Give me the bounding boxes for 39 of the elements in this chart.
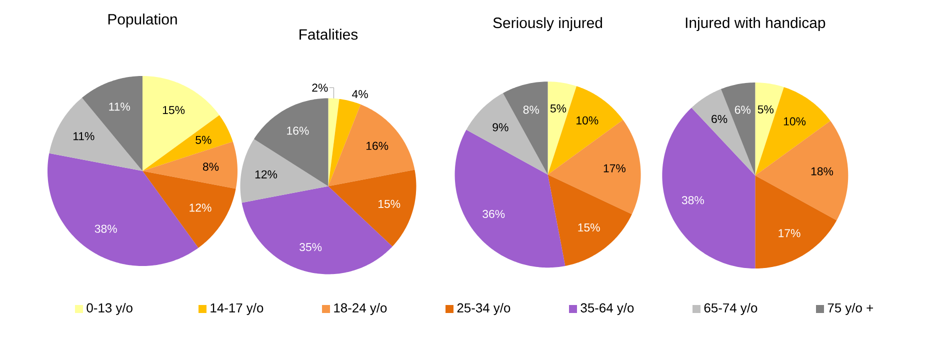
chart-title: Injured with handicap (686, 17, 826, 32)
legend-label: 0-13 y/o (86, 302, 132, 316)
data-label: 2% (312, 84, 328, 92)
data-label: 35% (300, 243, 322, 252)
chart-title: Population (108, 14, 177, 28)
data-label: 8% (202, 162, 219, 171)
data-label: 10% (576, 116, 598, 124)
data-label: 38% (682, 196, 704, 204)
legend-label: 75 y/o + (828, 302, 873, 316)
legend-label: 65-74 y/o (704, 302, 758, 316)
data-label: 11% (109, 102, 130, 111)
chart-title: Seriously injured (493, 17, 602, 32)
data-label: 12% (255, 170, 278, 178)
data-label: 8% (523, 106, 539, 114)
data-label: 36% (482, 210, 505, 218)
data-label: 4% (352, 90, 368, 98)
data-label: 15% (378, 200, 400, 208)
data-label: 38% (94, 224, 117, 233)
data-label: 18% (811, 167, 834, 176)
legend-label: 18-24 y/o (334, 302, 387, 316)
chart-title: Fatalities (300, 28, 358, 40)
data-label: 6% (734, 106, 750, 114)
data-label: 17% (604, 164, 626, 172)
legend-label: 14-17 y/o (210, 302, 264, 316)
legend-label: 25-34 y/o (457, 302, 510, 316)
data-label: 5% (550, 104, 566, 112)
data-label: 17% (778, 229, 800, 238)
data-label: 5% (196, 136, 212, 144)
data-label: 16% (287, 126, 309, 135)
data-label: 15% (578, 223, 600, 232)
data-label: 12% (190, 204, 212, 212)
data-label: 10% (784, 117, 806, 126)
data-label: 15% (162, 106, 185, 114)
data-label: 11% (73, 132, 94, 140)
data-label: 16% (366, 142, 388, 150)
data-label: 9% (492, 123, 508, 132)
legend-label: 35-64 y/o (580, 302, 634, 316)
data-label: 6% (712, 114, 728, 124)
data-label: 5% (758, 105, 774, 114)
